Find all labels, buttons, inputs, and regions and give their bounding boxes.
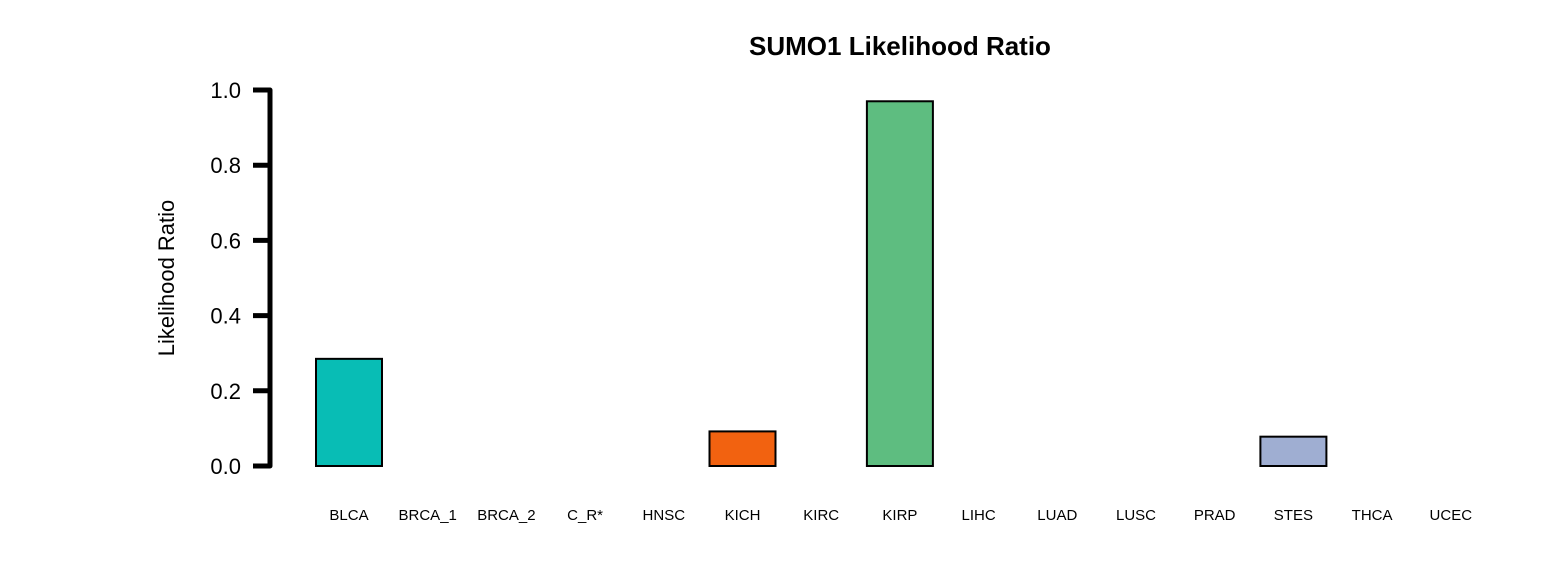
y-axis-label: Likelihood Ratio <box>154 200 179 357</box>
x-tick-label: KIRP <box>882 507 917 524</box>
y-tick-label: 0.4 <box>210 304 241 329</box>
x-tick-label: C_R* <box>567 507 603 524</box>
y-tick-label: 0.2 <box>210 379 241 404</box>
y-tick-label: 0.8 <box>210 153 241 178</box>
x-tick-label: HNSC <box>643 507 686 524</box>
x-axis-labels: BLCA BRCA_1 BRCA_2 C_R* HNSC KICH KIRC KIRP LIHC… <box>329 507 1472 524</box>
chart-title: SUMO1 Likelihood Ratio <box>749 31 1051 61</box>
y-tick-label: 0.6 <box>210 228 241 253</box>
x-tick-label: BLCA <box>329 507 368 524</box>
y-tick-label: 0.0 <box>210 454 241 479</box>
x-tick-label: KIRC <box>803 507 839 524</box>
bar-kich <box>708 430 777 467</box>
x-tick-label: UCEC <box>1430 507 1473 524</box>
bar-blca <box>315 357 383 467</box>
x-tick-label: KICH <box>725 507 761 524</box>
x-tick-label: BRCA_1 <box>399 507 457 524</box>
x-tick-label: PRAD <box>1194 507 1236 524</box>
bars <box>315 100 1328 467</box>
x-tick-label: LIHC <box>962 507 996 524</box>
x-tick-label: THCA <box>1352 507 1393 524</box>
y-axis: 0.0 0.2 0.4 0.6 0.8 1.0 <box>210 78 273 479</box>
bar-stes <box>1259 435 1328 467</box>
x-tick-label: STES <box>1274 507 1313 524</box>
x-tick-label: LUAD <box>1037 507 1077 524</box>
x-tick-label: BRCA_2 <box>477 507 535 524</box>
x-tick-label: LUSC <box>1116 507 1156 524</box>
y-tick-label: 1.0 <box>210 78 241 103</box>
bar-kirp <box>865 100 934 467</box>
